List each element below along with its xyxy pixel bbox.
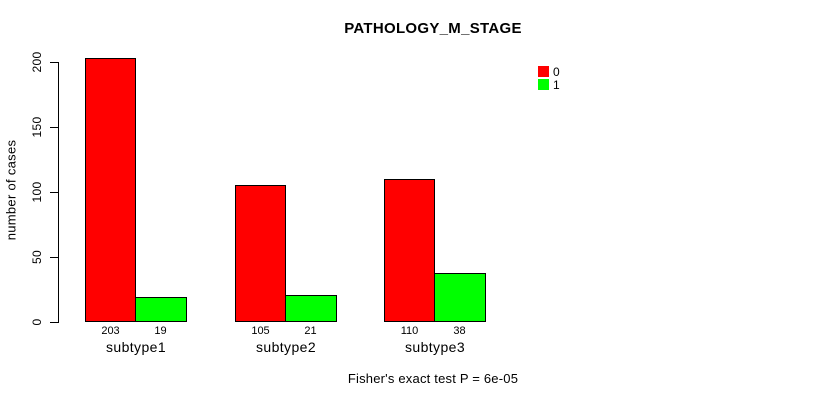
category-label-subtype3: subtype3 xyxy=(404,339,466,355)
bar-subtype3-series-1 xyxy=(434,273,486,322)
legend-swatch-0 xyxy=(538,66,549,77)
y-axis-tick xyxy=(50,257,58,258)
y-axis-tick xyxy=(50,322,58,323)
bar-subtype1-series-1 xyxy=(135,297,187,322)
bar-subtype2-series-0 xyxy=(235,185,286,322)
y-axis-tick-label: 50 xyxy=(30,250,44,264)
y-axis-label: number of cases xyxy=(3,139,19,241)
y-axis-tick-label: 200 xyxy=(30,51,44,73)
bar-subtype2-series-1 xyxy=(285,295,337,322)
bar-count-label: 203 xyxy=(101,325,120,337)
legend-label-0: 0 xyxy=(553,65,560,79)
legend-swatch-1 xyxy=(538,79,549,90)
bar-count-label: 105 xyxy=(251,325,270,337)
legend-label-1: 1 xyxy=(553,78,560,92)
bar-count-label: 21 xyxy=(304,325,317,337)
y-axis-tick xyxy=(50,192,58,193)
y-axis-tick-label: 0 xyxy=(30,318,44,326)
category-label-subtype2: subtype2 xyxy=(255,339,317,355)
fisher-test-annotation: Fisher's exact test P = 6e-05 xyxy=(347,371,519,386)
bar-count-label: 38 xyxy=(453,325,466,337)
bar-subtype3-series-0 xyxy=(384,179,435,322)
y-axis-tick-label: 150 xyxy=(30,116,44,138)
bar-count-label: 110 xyxy=(400,325,419,337)
bar-count-label: 19 xyxy=(154,325,167,337)
y-axis-tick-label: 100 xyxy=(30,181,44,203)
category-label-subtype1: subtype1 xyxy=(105,339,167,355)
chart-title: PATHOLOGY_M_STAGE xyxy=(344,20,522,37)
y-axis-tick xyxy=(50,62,58,63)
y-axis-line xyxy=(58,62,59,323)
bar-subtype1-series-0 xyxy=(85,58,136,322)
y-axis-tick xyxy=(50,127,58,128)
